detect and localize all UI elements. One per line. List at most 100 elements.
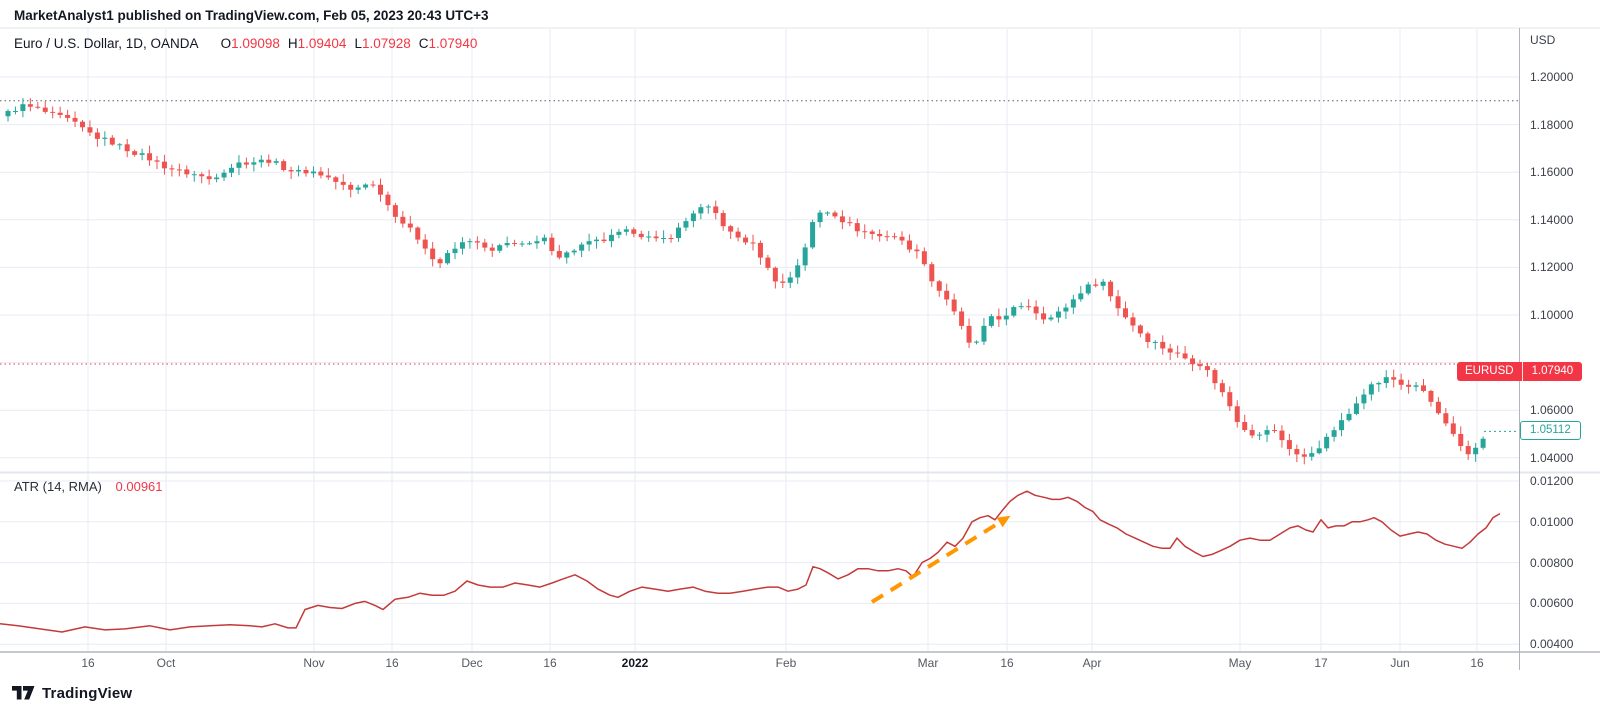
candle-body (333, 177, 339, 182)
candle-body (862, 231, 868, 233)
symbol-legend[interactable]: Euro / U.S. Dollar, 1D, OANDA O1.09098 H1.… (14, 36, 477, 51)
time-tick-label: 2022 (621, 656, 649, 670)
candle-body (869, 231, 875, 234)
candle-body (594, 239, 600, 242)
price-tick-label: 1.20000 (1530, 70, 1574, 84)
candle-body (348, 184, 354, 190)
candle-body (541, 237, 547, 242)
candle-body (1316, 448, 1322, 454)
time-tick-label: Apr (1082, 656, 1102, 670)
candle-body (176, 169, 182, 171)
candle-body (445, 253, 451, 264)
candle-body (1286, 440, 1292, 450)
candle-body (266, 159, 272, 163)
candle-body (705, 206, 711, 208)
candle-body (623, 229, 629, 232)
ohlc-values: O1.09098 H1.09404 L1.07928 C1.07940 (213, 36, 478, 51)
badge-symbol: EURUSD (1457, 362, 1523, 381)
candle-body (1123, 308, 1128, 318)
candle-body (631, 229, 637, 234)
candle-body (720, 213, 726, 227)
candle-body (1212, 370, 1218, 384)
candle-body (199, 174, 205, 177)
atr-legend[interactable]: ATR (14, RMA) 0.00961 (14, 479, 163, 494)
candle-body (564, 252, 570, 258)
candle-body (1249, 430, 1255, 436)
candle-body (1309, 453, 1315, 457)
time-tick-label: May (1228, 656, 1252, 670)
candle-body (1301, 454, 1307, 457)
tradingview-logo-icon[interactable] (12, 684, 35, 702)
ohlc-key: H (287, 36, 298, 51)
ohlc-key: L (354, 36, 362, 51)
candle-body (899, 236, 905, 241)
candle-body (273, 161, 279, 163)
candle-body (519, 243, 525, 245)
candle-body (728, 226, 734, 232)
candle-body (1242, 421, 1248, 431)
candle-body (944, 290, 950, 300)
candle-body (437, 259, 443, 264)
candle-body (1048, 317, 1054, 320)
candle-body (489, 247, 495, 251)
candle-body (1115, 296, 1121, 309)
candle-body (698, 207, 704, 214)
candle-body (147, 153, 153, 161)
candle-body (974, 341, 979, 343)
footer-brand[interactable]: TradingView (42, 684, 133, 702)
candle-body (236, 162, 242, 168)
candle-body (1450, 423, 1456, 434)
candle-body (1376, 382, 1382, 385)
last-close-badge: 1.05112 (1520, 421, 1581, 440)
candle-body (161, 161, 167, 169)
candle-body (1272, 430, 1277, 432)
candle-body (400, 216, 406, 224)
price-tick-label: 1.12000 (1530, 260, 1574, 275)
candle-body (1294, 449, 1300, 455)
candle-body (504, 243, 510, 246)
candle-body (802, 247, 808, 266)
candle-body (571, 250, 577, 253)
candle-body (1435, 401, 1441, 414)
candle-body (668, 238, 674, 240)
symbol-title: Euro / U.S. Dollar, 1D, OANDA (14, 36, 199, 51)
ohlc-value: 1.07928 (361, 36, 411, 51)
candle-body (392, 205, 398, 217)
candle-body (966, 325, 972, 343)
candle-body (996, 316, 1002, 320)
candle-body (601, 239, 607, 242)
candle-body (795, 265, 801, 278)
ohlc-key: C (418, 36, 429, 51)
candle-body (1145, 333, 1151, 342)
price-tick-label: 1.06000 (1530, 403, 1574, 418)
candle-body (303, 169, 309, 174)
candle-body (646, 236, 652, 238)
candle-body (579, 244, 585, 251)
atr-value: 0.00961 (115, 479, 163, 494)
candle-body (981, 325, 987, 342)
candle-body (765, 257, 771, 268)
candle-body (1026, 306, 1032, 308)
time-tick-label: 16 (385, 656, 399, 670)
time-tick-label: Feb (775, 656, 797, 670)
time-tick-label: 17 (1314, 656, 1328, 670)
ohlc-value: 1.09404 (297, 36, 347, 51)
candle-body (713, 206, 719, 214)
candle-body (1197, 364, 1203, 367)
candle-body (1070, 299, 1076, 308)
candle-body (1152, 341, 1158, 343)
candle-body (5, 111, 11, 117)
time-tick-label: 16 (1000, 656, 1014, 670)
candle-body (959, 311, 965, 326)
candle-body (50, 111, 56, 113)
candle-body (1324, 436, 1330, 449)
candle-body (787, 277, 793, 283)
candle-body (281, 161, 287, 171)
candle-body (1182, 353, 1188, 359)
time-tick-label: 16 (81, 656, 95, 670)
trend-arrow[interactable] (870, 519, 1004, 604)
candle-body (847, 222, 853, 224)
candle-body (1331, 430, 1337, 437)
badge-price: 1.07940 (1531, 365, 1574, 377)
